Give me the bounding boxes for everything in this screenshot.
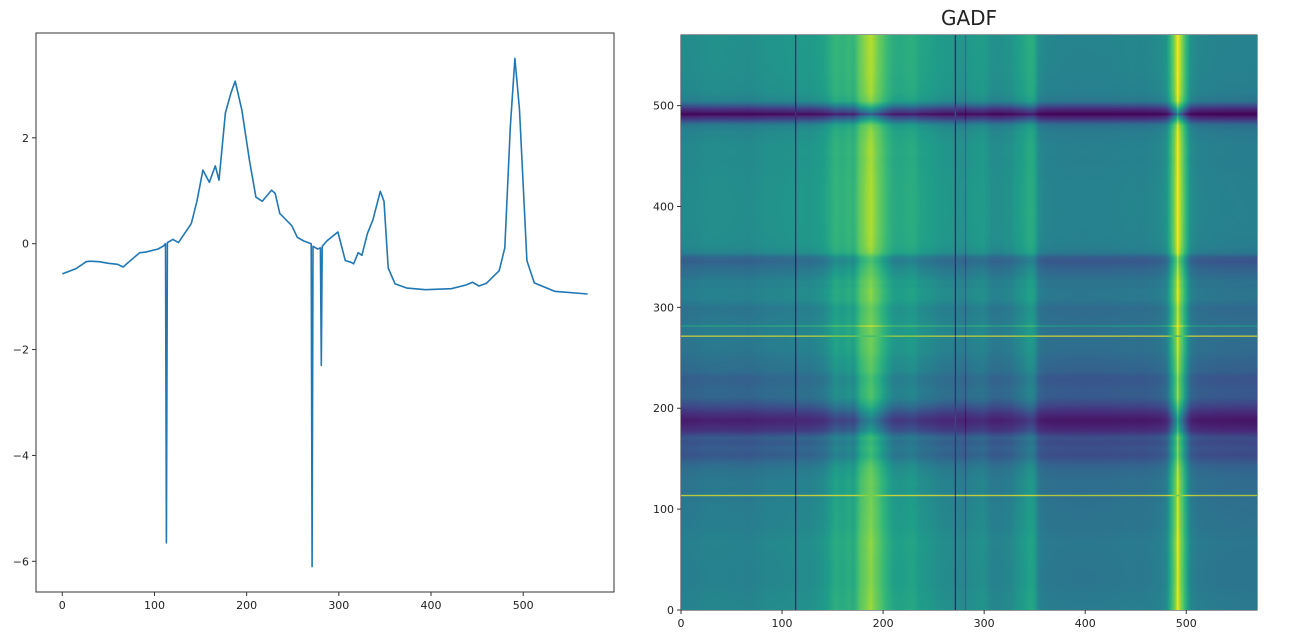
x-tick-label: 300 [974, 617, 995, 630]
gadf-heatmap [681, 35, 1257, 610]
line-chart: 0 100 200 300 400 500 −6 −4 −2 0 2 [13, 32, 615, 612]
x-tick-label: 400 [421, 599, 442, 612]
x-tick-label: 200 [873, 617, 894, 630]
left-axes-frame [35, 32, 615, 593]
gadf-heatmap-chart: GADF 0 100 200 300 400 500 0 100 200 300 400 500 [653, 6, 1258, 630]
y-tick-label: 2 [22, 132, 29, 145]
x-tick-label: 100 [144, 599, 165, 612]
x-tick-label: 100 [772, 617, 793, 630]
y-tick-label: −6 [13, 555, 29, 568]
y-tick-label: 0 [22, 238, 29, 251]
x-tick-label: 200 [236, 599, 257, 612]
y-tick-label: 400 [653, 200, 674, 213]
y-tick-label: −2 [13, 344, 29, 357]
series-line [62, 57, 588, 568]
x-tick-label: 0 [678, 617, 685, 630]
y-tick-label: 500 [653, 100, 674, 113]
x-tick-label: 500 [1176, 617, 1197, 630]
y-tick-label: 0 [667, 604, 674, 617]
y-tick-label: 100 [653, 503, 674, 516]
x-tick-label: 300 [328, 599, 349, 612]
x-tick-label: 500 [513, 599, 534, 612]
y-tick-label: −4 [13, 449, 29, 462]
y-tick-label: 200 [653, 402, 674, 415]
chart-title: GADF [941, 6, 997, 30]
x-tick-label: 400 [1075, 617, 1096, 630]
x-tick-label: 0 [59, 599, 66, 612]
y-tick-label: 300 [653, 301, 674, 314]
